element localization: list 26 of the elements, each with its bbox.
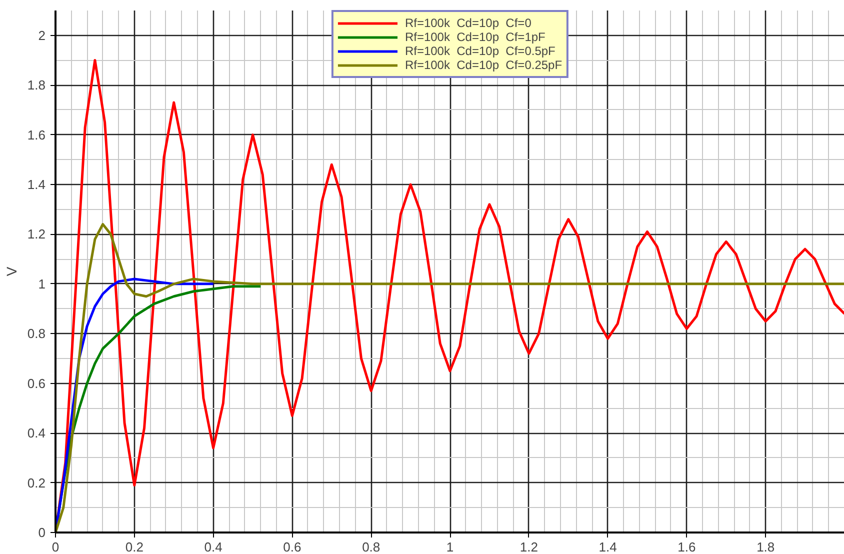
x-tick-label: 1.6 [678, 540, 696, 554]
y-tick-label: 1 [38, 276, 46, 292]
y-tick-label: 0.4 [27, 426, 46, 441]
x-tick-label: 0 [52, 540, 60, 554]
x-tick-label: 0.6 [283, 540, 302, 554]
legend-label: Rf=100k Cd=10p Cf=0.25pF [404, 58, 562, 72]
y-axis-title: V [3, 266, 20, 276]
y-tick-label: 0 [38, 525, 46, 540]
y-tick-label: 1.6 [27, 127, 46, 142]
legend-label: Rf=100k Cd=10p Cf=0.5pF [404, 44, 556, 58]
y-tick-label: 0.8 [27, 326, 46, 342]
y-tick-label: 1.4 [27, 177, 46, 192]
legend-label: Rf=100k Cd=10p Cf=1pF [404, 30, 546, 44]
x-tick-label: 0.2 [125, 540, 144, 554]
legend-label: Rf=100k Cd=10p Cf=0 [404, 16, 532, 30]
x-tick-label: 1.4 [598, 540, 617, 554]
y-tick-label: 1.2 [27, 226, 46, 242]
x-tick-label: 0.8 [362, 540, 380, 554]
x-tick-label: 1.8 [756, 540, 775, 554]
x-tick-label: 1.2 [520, 540, 538, 554]
y-tick-label: 2 [38, 28, 46, 43]
y-tick-label: 1.8 [27, 78, 46, 93]
x-tick-label: 0.4 [204, 540, 222, 554]
y-tick-label: 0.2 [27, 475, 46, 490]
x-tick-label: 1 [446, 540, 454, 554]
y-tick-label: 0.6 [27, 376, 46, 391]
